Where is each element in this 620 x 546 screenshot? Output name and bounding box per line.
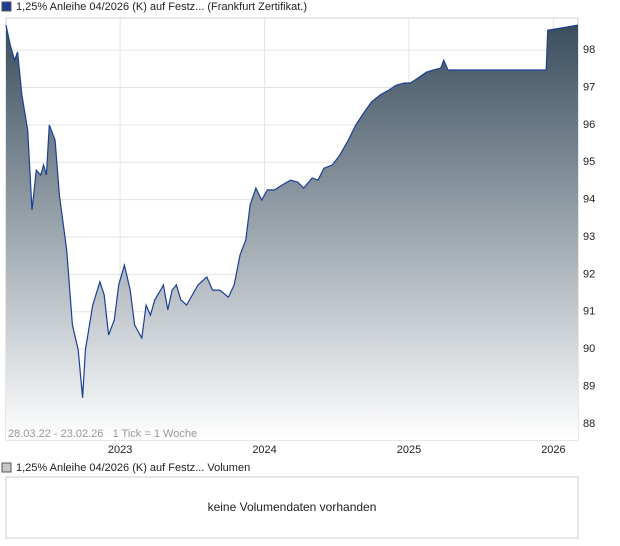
- legend-label: 1,25% Anleihe 04/2026 (K) auf Festz... V…: [16, 462, 250, 474]
- legend-swatch: [1, 1, 12, 12]
- y-tick-label: 88: [583, 418, 595, 430]
- y-tick-label: 90: [583, 343, 595, 355]
- footnote: 28.03.22 - 23.02.26 1 Tick = 1 Woche: [8, 428, 197, 440]
- legend-swatch: [1, 462, 12, 473]
- price-line: [5, 24, 579, 398]
- x-tick-label: 2024: [252, 444, 276, 456]
- y-tick-label: 98: [583, 44, 595, 56]
- y-tick-label: 95: [583, 156, 595, 168]
- x-tick-label: 2025: [397, 444, 421, 456]
- area-fill: [6, 25, 578, 440]
- y-tick-label: 97: [583, 81, 595, 93]
- y-tick-label: 92: [583, 268, 595, 280]
- x-tick-label: 2023: [108, 444, 132, 456]
- y-tick-label: 94: [583, 194, 595, 206]
- legend-label: 1,25% Anleihe 04/2026 (K) auf Festz... (…: [16, 1, 307, 13]
- y-tick-label: 96: [583, 119, 595, 131]
- x-tick-label: 2026: [541, 444, 565, 456]
- y-tick-label: 93: [583, 231, 595, 243]
- y-tick-label: 89: [583, 380, 595, 392]
- volume-message: keine Volumendaten vorhanden: [208, 500, 377, 514]
- volume-panel: [5, 476, 579, 539]
- y-tick-label: 91: [583, 306, 595, 318]
